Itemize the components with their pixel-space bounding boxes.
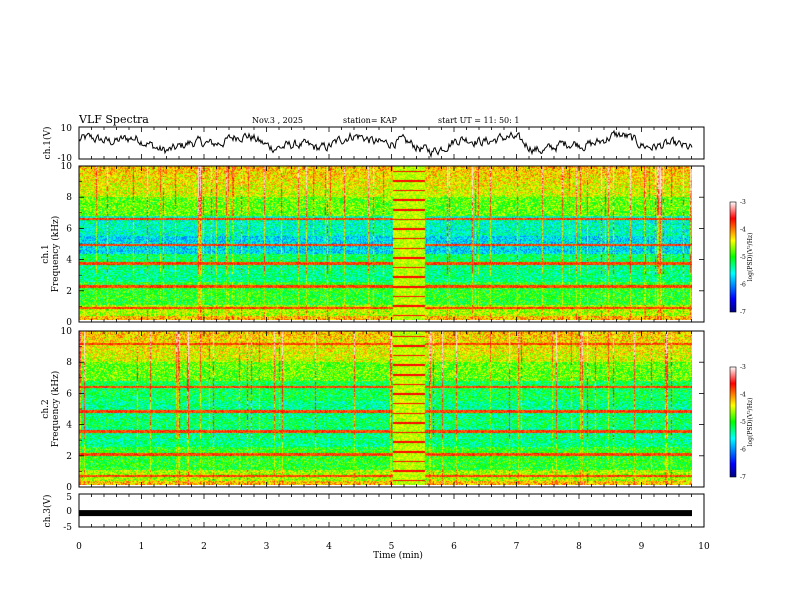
colorbar-tick-label: -7 (740, 309, 746, 316)
time-tick-label: 5 (389, 542, 395, 552)
colorbar-tick-label: -5 (740, 419, 746, 426)
time-axis-label: Time (min) (373, 550, 423, 561)
ch1-spec-ylabel-line1: ch.1 (41, 244, 51, 263)
time-axis-ticklabels: 0 1 2 3 4 5 6 7 8 9 10 (76, 542, 710, 552)
freq-tick-label: 4 (66, 256, 72, 266)
time-tick-label: 6 (451, 542, 457, 552)
station-label: station= KAP (343, 116, 398, 125)
ch1-colorbar-label: log(PSD)(V²/Hz) (747, 233, 754, 282)
ch1-ytick-bottom: -10 (58, 154, 73, 164)
freq-tick-label: 10 (61, 162, 73, 172)
time-tick-label: 1 (139, 542, 145, 552)
ch1-waveform-line (78, 129, 693, 159)
ch2-spec-ylabel-line1: ch.2 (41, 399, 51, 418)
time-tick-label: 2 (201, 542, 207, 552)
freq-tick-label: 2 (66, 452, 72, 462)
time-tick-label: 10 (698, 542, 710, 552)
time-tick-label: 0 (76, 542, 82, 552)
freq-tick-label: 6 (66, 389, 72, 399)
colorbar-tick-label: -4 (740, 227, 746, 234)
freq-tick-label: 6 (66, 224, 72, 234)
freq-tick-label: 2 (66, 287, 72, 297)
ch2-colorbar-gradient (729, 366, 737, 478)
time-tick-label: 7 (514, 542, 520, 552)
colorbar-tick-label: -7 (740, 474, 746, 481)
freq-tick-label: 8 (66, 358, 72, 368)
colorbar-tick-label: -3 (740, 364, 746, 371)
ch1-spectrogram-xticks (78, 166, 705, 322)
time-tick-label: 9 (639, 542, 645, 552)
ch2-spectrogram-image (79, 331, 692, 485)
freq-tick-label: 0 (66, 483, 72, 493)
ch2-colorbar: -3 -4 -5 -6 -7 log(PSD)(V²/Hz) (729, 364, 754, 481)
date-label: Nov.3 , 2025 (252, 116, 303, 125)
colorbar-tick-label: -6 (740, 447, 746, 454)
ch2-spec-ylabel-group: ch.2 Frequency (kHz) (41, 371, 61, 448)
time-tick-label: 3 (264, 542, 270, 552)
ch1-colorbar-gradient (729, 201, 737, 313)
start-time-label: start UT = 11: 50: 1 (438, 116, 519, 125)
ch2-spectrogram-yticks: 0 2 4 6 8 10 (61, 327, 704, 493)
figure-title: VLF Spectra (78, 113, 149, 126)
ch3-ylabel: ch.3(V) (42, 495, 53, 528)
ch2-spec-ylabel-line2: Frequency (kHz) (50, 371, 61, 448)
ch1-xticks (78, 127, 705, 159)
colorbar-tick-label: -3 (740, 199, 746, 206)
ch1-spec-ylabel-line2: Frequency (kHz) (50, 216, 61, 293)
ch3-panel: 5 0 -5 ch.3(V) (42, 493, 705, 533)
time-tick-label: 8 (576, 542, 582, 552)
time-tick-label: 4 (326, 542, 332, 552)
colorbar-tick-label: -6 (740, 282, 746, 289)
ch2-spectrogram-xticks (78, 331, 705, 487)
ch1-spectrogram-image (79, 166, 692, 320)
ch1-ytick-top: 10 (61, 124, 73, 134)
ch3-ytick-mid: 0 (66, 507, 72, 517)
freq-tick-label: 0 (66, 318, 72, 328)
ch3-ytick-bottom: -5 (63, 523, 72, 533)
ch2-colorbar-ticks: -3 -4 -5 -6 -7 (740, 364, 746, 481)
ch3-signal-band (79, 510, 692, 517)
ch1-colorbar: -3 -4 -5 -6 -7 log(PSD)(V²/Hz) (729, 199, 754, 316)
colorbar-tick-label: -5 (740, 254, 746, 261)
ch1-waveform-panel: 10 -10 ch.1(V) (42, 124, 705, 164)
ch1-colorbar-ticks: -3 -4 -5 -6 -7 (740, 199, 746, 316)
ch1-spectrogram-yticks: 0 2 4 6 8 10 (61, 162, 704, 328)
ch1-spectrogram-panel: 0 2 4 6 8 10 ch.1 Frequency (kHz) (41, 162, 705, 328)
ch3-xticks (78, 494, 705, 527)
ch1-spec-ylabel-group: ch.1 Frequency (kHz) (41, 216, 61, 293)
freq-tick-label: 10 (61, 327, 73, 337)
ch3-ytick-top: 5 (66, 493, 72, 503)
ch2-colorbar-label: log(PSD)(V²/Hz) (747, 398, 754, 447)
freq-tick-label: 4 (66, 421, 72, 431)
ch1-ylabel: ch.1(V) (42, 127, 53, 160)
colorbar-tick-label: -4 (740, 392, 746, 399)
freq-tick-label: 8 (66, 193, 72, 203)
ch2-spectrogram-panel: 0 2 4 6 8 10 ch.2 Frequency (kHz) (41, 327, 705, 493)
